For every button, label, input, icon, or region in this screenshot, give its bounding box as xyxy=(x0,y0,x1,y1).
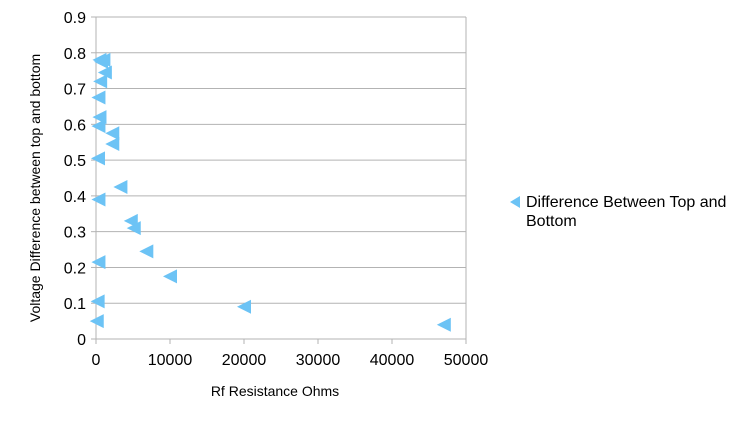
legend-marker-icon xyxy=(510,196,520,208)
y-tick-label: 0.4 xyxy=(64,189,86,206)
data-point xyxy=(113,179,128,194)
legend-label: Difference Between Top and Bottom xyxy=(526,194,727,230)
data-point xyxy=(90,294,105,309)
y-tick-label: 0 xyxy=(77,332,86,349)
data-point xyxy=(436,317,451,332)
x-tick-label: 50000 xyxy=(444,352,489,369)
legend: Difference Between Top and Bottom xyxy=(508,193,753,231)
y-axis-title: Voltage Difference between top and botto… xyxy=(27,54,43,322)
y-tick-label: 0.6 xyxy=(64,117,86,134)
x-tick-label: 0 xyxy=(92,352,101,369)
data-point xyxy=(237,299,251,314)
data-point xyxy=(91,192,106,207)
y-tick-label: 0.2 xyxy=(64,260,86,277)
y-tick-label: 0.9 xyxy=(64,10,86,27)
data-point xyxy=(90,151,105,166)
data-point xyxy=(91,255,106,270)
y-tick-label: 0.1 xyxy=(64,296,86,313)
x-axis-title: Rf Resistance Ohms xyxy=(211,383,339,399)
data-point xyxy=(163,269,177,284)
y-tick-label: 0.5 xyxy=(64,153,86,170)
data-point xyxy=(89,314,104,329)
data-point xyxy=(96,52,111,67)
x-tick-label: 10000 xyxy=(148,352,193,369)
data-point xyxy=(97,65,112,80)
data-point xyxy=(91,90,106,105)
y-tick-label: 0.3 xyxy=(64,225,86,242)
data-point xyxy=(93,74,108,89)
data-point xyxy=(105,126,120,141)
y-tick-label: 0.7 xyxy=(64,82,86,99)
x-tick-label: 40000 xyxy=(370,352,415,369)
data-point xyxy=(139,244,154,259)
x-axis-ticks: 0 10000 20000 30000 40000 50000 xyxy=(92,352,489,369)
x-tick-label: 20000 xyxy=(222,352,267,369)
data-point xyxy=(126,221,141,236)
data-points xyxy=(89,52,451,332)
y-tick-label: 0.8 xyxy=(64,46,86,63)
gridlines xyxy=(91,16,467,344)
y-axis-ticks: 0 0.1 0.2 0.3 0.4 0.5 0.6 0.7 0.8 0.9 xyxy=(64,10,86,349)
x-tick-label: 30000 xyxy=(296,352,341,369)
data-point xyxy=(105,137,120,152)
data-point xyxy=(91,119,106,134)
